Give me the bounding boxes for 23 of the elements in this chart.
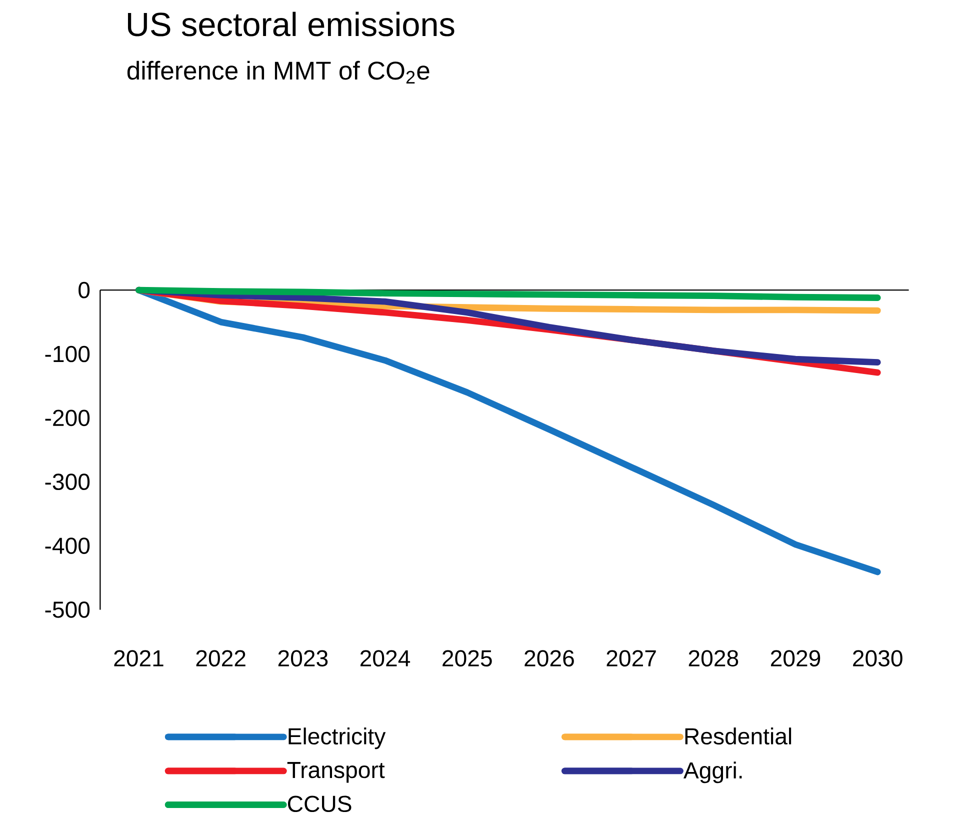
x-tick-label: 2027 — [606, 650, 656, 666]
x-tick-label: 2025 — [442, 650, 492, 666]
legend-label: Aggri. — [684, 761, 742, 784]
x-tick-label: 2021 — [114, 650, 164, 666]
legend-label: Electricity — [288, 727, 386, 749]
y-tick-label: -400 — [45, 537, 90, 554]
x-tick-label: 2029 — [770, 650, 820, 666]
chart-title: US sectoral emissions — [128, 12, 454, 36]
x-tick-label: 2028 — [688, 650, 738, 666]
x-tick-label: 2023 — [278, 650, 328, 666]
legend-label: Transport — [287, 762, 385, 783]
y-tick-label: 0 — [78, 282, 90, 298]
x-tick-label: 2024 — [360, 650, 410, 666]
x-tick-label: 2030 — [853, 650, 902, 666]
y-tick-label: -300 — [45, 474, 90, 490]
y-tick-label: -200 — [45, 410, 90, 426]
y-tick-label: -500 — [45, 601, 90, 618]
x-tick-label: 2022 — [196, 650, 246, 666]
legend-label: Resdential — [685, 727, 792, 744]
chart-subtitle: difference in MMT of CO$_{2}$e — [127, 60, 430, 84]
x-tick-label: 2026 — [524, 650, 574, 666]
legend-label: CCUS — [288, 796, 352, 812]
y-tick-label: -100 — [45, 346, 90, 362]
